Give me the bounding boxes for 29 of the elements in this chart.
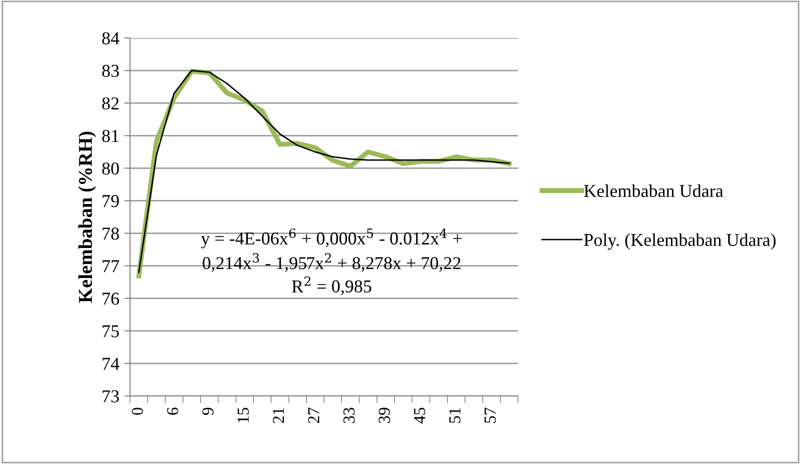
y-tick-label: 81 — [102, 130, 118, 142]
x-tick-label: 45 — [414, 408, 426, 424]
x-tick-label: 27 — [308, 408, 320, 424]
legend-label: Poly. (Kelembaban Udara) — [584, 233, 776, 250]
x-tick-label: 21 — [272, 408, 284, 424]
x-tick-label: 9 — [202, 408, 214, 415]
y-axis-title: Kelembaban (%RH) — [78, 132, 96, 303]
y-tick-label: 76 — [102, 292, 120, 305]
y-tick-label: 78 — [102, 228, 119, 240]
x-tick-label: 33 — [343, 408, 355, 423]
x-tick-label: 57 — [484, 408, 496, 423]
x-tick-label: 0 — [132, 408, 143, 415]
annotation: 0,214x$^{3}$ - 1,957x$^{2}$ + 8,278x + 70,22 — [202, 253, 460, 272]
x-tick-label: 51 — [449, 408, 460, 423]
y-tick-label: 74 — [102, 358, 120, 370]
annotation: y = -4E-06x$^{6}$ + 0,000x$^{5}$ - 0.012x$^{4}$ + — [201, 228, 462, 248]
x-tick-label: 15 — [238, 408, 249, 422]
y-tick-label: 84 — [102, 32, 120, 44]
y-tick-label: 80 — [102, 162, 119, 175]
y-tick-label: 83 — [102, 64, 119, 77]
x-tick-label: 39 — [378, 408, 390, 423]
y-tick-label: 77 — [102, 260, 120, 272]
y-tick-label: 73 — [102, 390, 119, 402]
y-tick-label: 79 — [102, 195, 119, 208]
x-tick-label: 6 — [167, 408, 178, 415]
legend-label: Kelembaban Udara — [584, 184, 724, 198]
y-tick-label: 75 — [102, 325, 119, 338]
annotation: R$^{2}$ = 0,985 — [292, 276, 372, 296]
y-tick-label: 82 — [102, 97, 119, 110]
